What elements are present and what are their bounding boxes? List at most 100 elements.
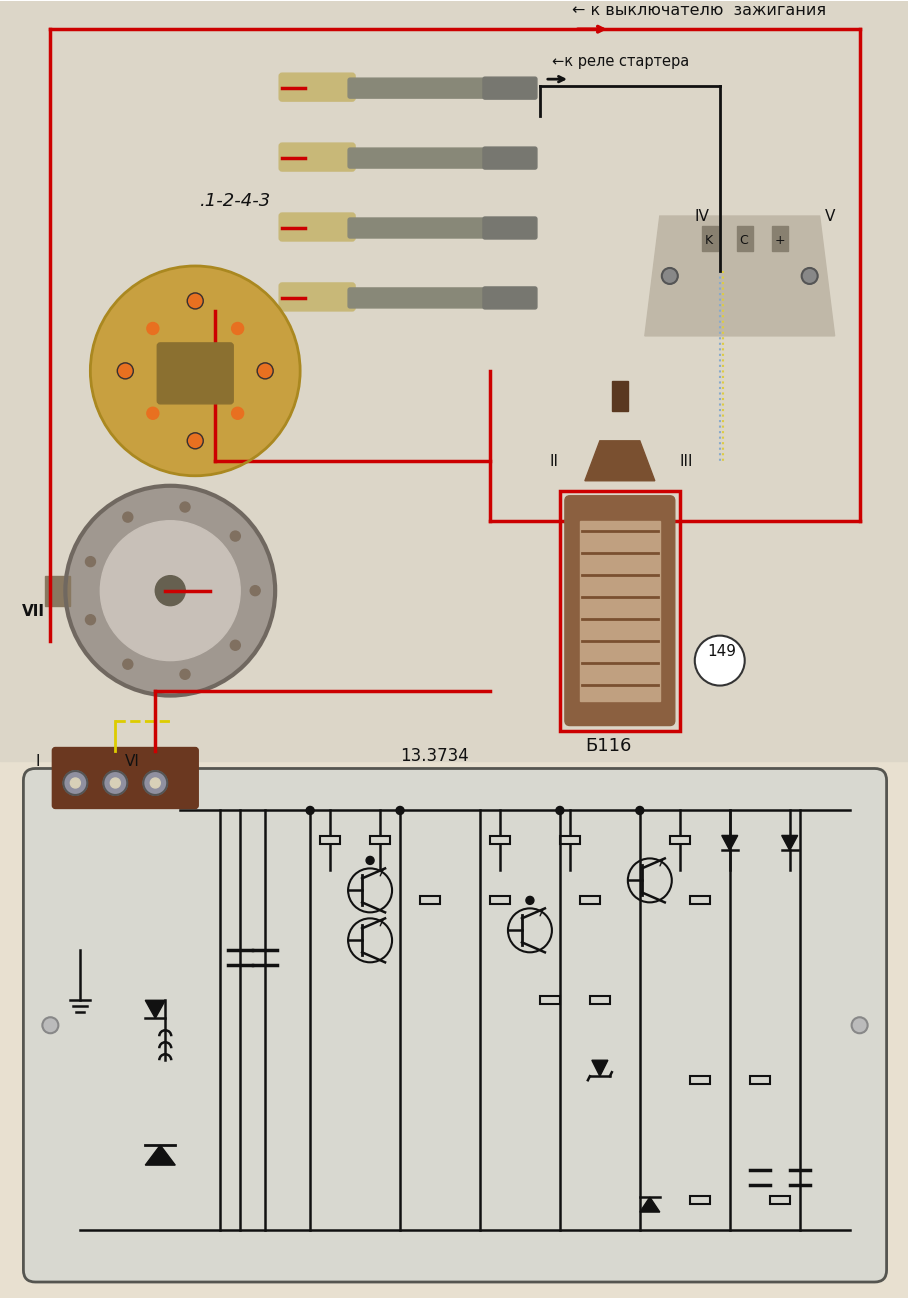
Circle shape (187, 432, 203, 449)
Bar (321, 836, 340, 845)
Circle shape (70, 778, 80, 788)
Text: K: K (705, 234, 713, 247)
Circle shape (104, 771, 127, 794)
Bar (690, 1076, 710, 1084)
Bar (420, 897, 440, 905)
Circle shape (65, 485, 275, 696)
Text: V: V (824, 209, 835, 225)
Polygon shape (585, 441, 655, 480)
Circle shape (43, 1018, 58, 1033)
Circle shape (251, 585, 261, 596)
Bar (690, 897, 710, 905)
Circle shape (852, 1018, 868, 1033)
FancyBboxPatch shape (348, 148, 492, 167)
Bar (580, 897, 600, 905)
FancyBboxPatch shape (279, 283, 355, 312)
Circle shape (123, 513, 133, 522)
Polygon shape (782, 836, 797, 850)
FancyBboxPatch shape (483, 147, 537, 169)
Circle shape (180, 502, 190, 511)
Bar (750, 1076, 770, 1084)
FancyBboxPatch shape (565, 496, 675, 726)
Bar (772, 226, 787, 251)
Circle shape (366, 857, 374, 864)
Bar (540, 997, 560, 1005)
Text: 149: 149 (707, 644, 736, 658)
FancyBboxPatch shape (348, 218, 492, 238)
Circle shape (85, 615, 95, 624)
Polygon shape (145, 1001, 165, 1018)
FancyBboxPatch shape (279, 73, 355, 101)
FancyBboxPatch shape (53, 748, 198, 809)
Circle shape (85, 557, 95, 567)
Text: VII: VII (23, 604, 45, 619)
Text: ←к реле стартера: ←к реле стартера (552, 55, 689, 69)
Polygon shape (145, 1145, 175, 1166)
Text: Б116: Б116 (585, 736, 631, 754)
Polygon shape (592, 1060, 607, 1076)
Circle shape (187, 293, 203, 309)
Circle shape (526, 897, 534, 905)
Circle shape (396, 806, 404, 814)
Bar (690, 1195, 710, 1205)
Polygon shape (722, 836, 737, 850)
FancyBboxPatch shape (279, 213, 355, 241)
Circle shape (695, 636, 745, 685)
Text: III: III (680, 454, 694, 469)
Circle shape (232, 322, 243, 335)
Bar (45, 576, 70, 606)
Bar (490, 836, 510, 845)
Text: IV: IV (695, 209, 710, 225)
Bar (560, 491, 680, 731)
Circle shape (151, 778, 161, 788)
Circle shape (662, 267, 677, 284)
Circle shape (143, 771, 167, 794)
FancyBboxPatch shape (483, 217, 537, 239)
Bar (770, 1195, 790, 1205)
Bar (490, 897, 510, 905)
Circle shape (123, 659, 133, 670)
Text: C: C (740, 234, 748, 247)
Circle shape (180, 670, 190, 679)
FancyBboxPatch shape (483, 287, 537, 309)
FancyBboxPatch shape (483, 77, 537, 99)
Circle shape (155, 576, 185, 606)
Circle shape (231, 531, 241, 541)
Text: II: II (550, 454, 559, 469)
Circle shape (147, 408, 159, 419)
Circle shape (100, 520, 241, 661)
Circle shape (257, 363, 273, 379)
Polygon shape (640, 1197, 660, 1212)
Text: 13.3734: 13.3734 (400, 746, 469, 765)
Circle shape (90, 266, 301, 476)
Bar (590, 997, 610, 1005)
Text: .1-2-4-3: .1-2-4-3 (201, 192, 271, 210)
Bar (560, 836, 580, 845)
Bar (0, 1, 908, 761)
FancyBboxPatch shape (279, 143, 355, 171)
Bar (612, 380, 627, 411)
Bar (736, 226, 753, 251)
Circle shape (117, 363, 133, 379)
FancyBboxPatch shape (157, 343, 233, 404)
FancyBboxPatch shape (348, 288, 492, 308)
FancyBboxPatch shape (348, 78, 492, 99)
Polygon shape (645, 215, 834, 336)
Circle shape (232, 408, 243, 419)
Circle shape (111, 778, 121, 788)
FancyBboxPatch shape (24, 768, 886, 1282)
Bar (670, 836, 690, 845)
Circle shape (306, 806, 314, 814)
Bar (580, 520, 660, 701)
Text: I: I (35, 754, 40, 768)
Text: VI: VI (125, 754, 140, 768)
Text: ← к выключателю  зажигания: ← к выключателю зажигания (572, 3, 826, 18)
Bar (702, 226, 717, 251)
Circle shape (802, 267, 818, 284)
Bar (370, 836, 390, 845)
Text: +: + (775, 234, 785, 247)
Circle shape (231, 640, 241, 650)
Circle shape (64, 771, 87, 794)
Circle shape (556, 806, 564, 814)
Circle shape (636, 806, 644, 814)
